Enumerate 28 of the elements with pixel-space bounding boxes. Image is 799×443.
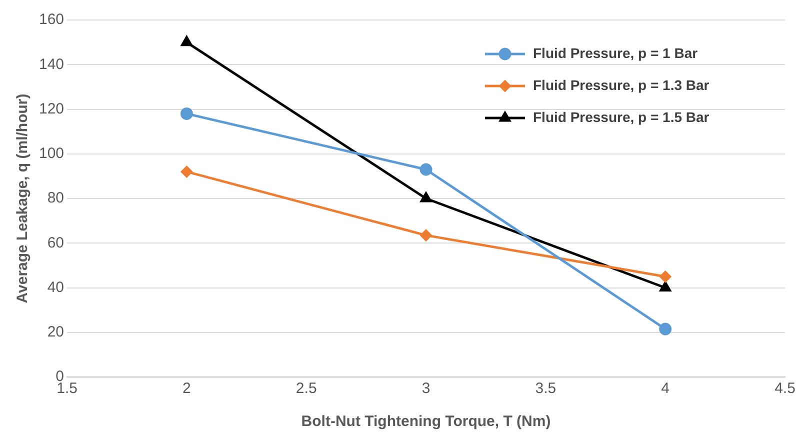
point [181, 36, 192, 46]
y-tick-label: 40 [47, 278, 64, 296]
x-tick-label: 4 [661, 380, 670, 398]
y-tick-label: 20 [47, 324, 64, 341]
legend-label: Fluid Pressure, p = 1 Bar [533, 44, 698, 61]
point [660, 282, 671, 292]
point [659, 322, 672, 336]
x-tick-label: 4.5 [774, 380, 796, 398]
y-tick-label: 80 [47, 190, 64, 207]
x-axis-title: Bolt-Nut Tightening Torque, T (Nm) [301, 413, 551, 430]
point [420, 230, 432, 242]
y-tick-label: 160 [38, 11, 64, 28]
x-tick-label: 2 [182, 380, 191, 398]
y-axis-title: Average Leakage, q (ml/hour) [14, 94, 32, 304]
y-tick-label: 60 [47, 234, 64, 252]
x-tick-label: 3 [422, 380, 430, 398]
legend-label: Fluid Pressure, p = 1.3 Bar [533, 76, 710, 93]
y-tick-label: 140 [38, 56, 64, 73]
y-tick-label: 100 [38, 145, 64, 162]
point [180, 107, 193, 120]
y-tick-label: 120 [38, 100, 64, 118]
point [420, 192, 432, 202]
point [420, 163, 432, 176]
x-tick-label: 3.5 [535, 380, 556, 398]
point [660, 270, 672, 282]
x-tick-label: 2.5 [296, 380, 317, 398]
point [180, 166, 192, 178]
legend-label: Fluid Pressure, p = 1.5 Bar [533, 108, 710, 125]
